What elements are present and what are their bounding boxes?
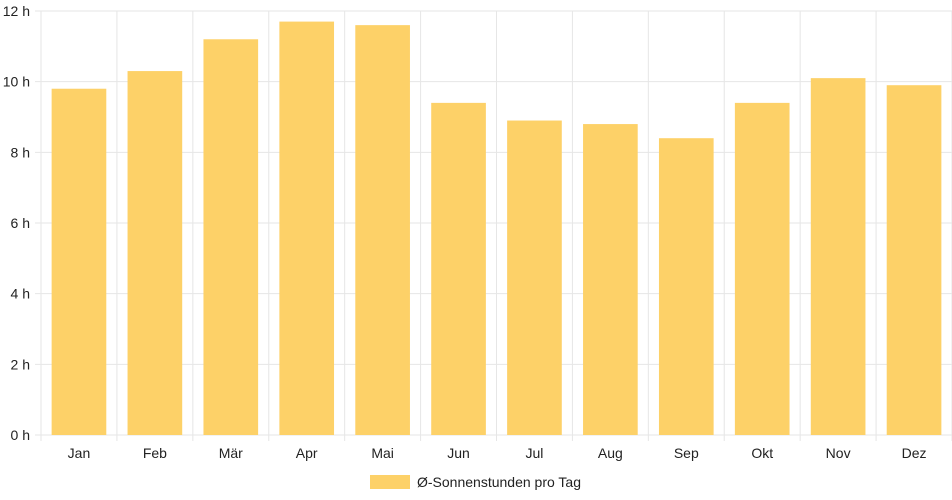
bar-dez[interactable]	[886, 85, 942, 435]
y-tick-label: 8 h	[11, 144, 30, 160]
bar-jul[interactable]	[507, 120, 562, 436]
grid-layer	[35, 10, 952, 441]
bar-feb[interactable]	[127, 71, 183, 436]
x-tick-label: Jun	[447, 445, 470, 461]
bar-mai[interactable]	[355, 25, 410, 436]
x-tick-label: Feb	[143, 445, 167, 461]
y-tick-label: 4 h	[11, 286, 30, 302]
x-tick-label: Sep	[674, 445, 699, 461]
bar-sep[interactable]	[658, 138, 714, 435]
bar-jun[interactable]	[431, 102, 486, 435]
bar-apr[interactable]	[279, 21, 335, 435]
legend-label[interactable]: Ø-Sonnenstunden pro Tag	[417, 474, 581, 490]
axis-layer: 0 h 2 h 4 h 6 h 8 h 10 h 12 h Jan Feb Mär Apr Mai Ju…	[3, 3, 927, 461]
bar-aug[interactable]	[583, 124, 638, 436]
y-tick-label: 12 h	[3, 3, 30, 19]
x-tick-label: Dez	[902, 445, 927, 461]
x-tick-label: Jul	[526, 445, 544, 461]
x-tick-label: Mär	[219, 445, 243, 461]
y-tick-label: 6 h	[11, 215, 30, 231]
y-tick-label: 0 h	[11, 427, 30, 443]
x-tick-label: Mai	[371, 445, 394, 461]
bar-nov[interactable]	[810, 78, 866, 435]
bar-layer	[51, 21, 942, 436]
x-tick-label: Aug	[598, 445, 623, 461]
legend-swatch[interactable]	[370, 475, 410, 489]
y-tick-label: 10 h	[3, 74, 30, 90]
x-tick-label: Apr	[296, 445, 318, 461]
y-tick-label: 2 h	[11, 356, 30, 372]
bar-jan[interactable]	[51, 88, 107, 435]
bar-mär[interactable]	[203, 39, 259, 436]
x-tick-label: Nov	[826, 445, 851, 461]
bar-okt[interactable]	[734, 102, 790, 435]
x-tick-label: Okt	[751, 445, 773, 461]
legend[interactable]: Ø-Sonnenstunden pro Tag	[370, 474, 581, 490]
x-tick-label: Jan	[68, 445, 91, 461]
